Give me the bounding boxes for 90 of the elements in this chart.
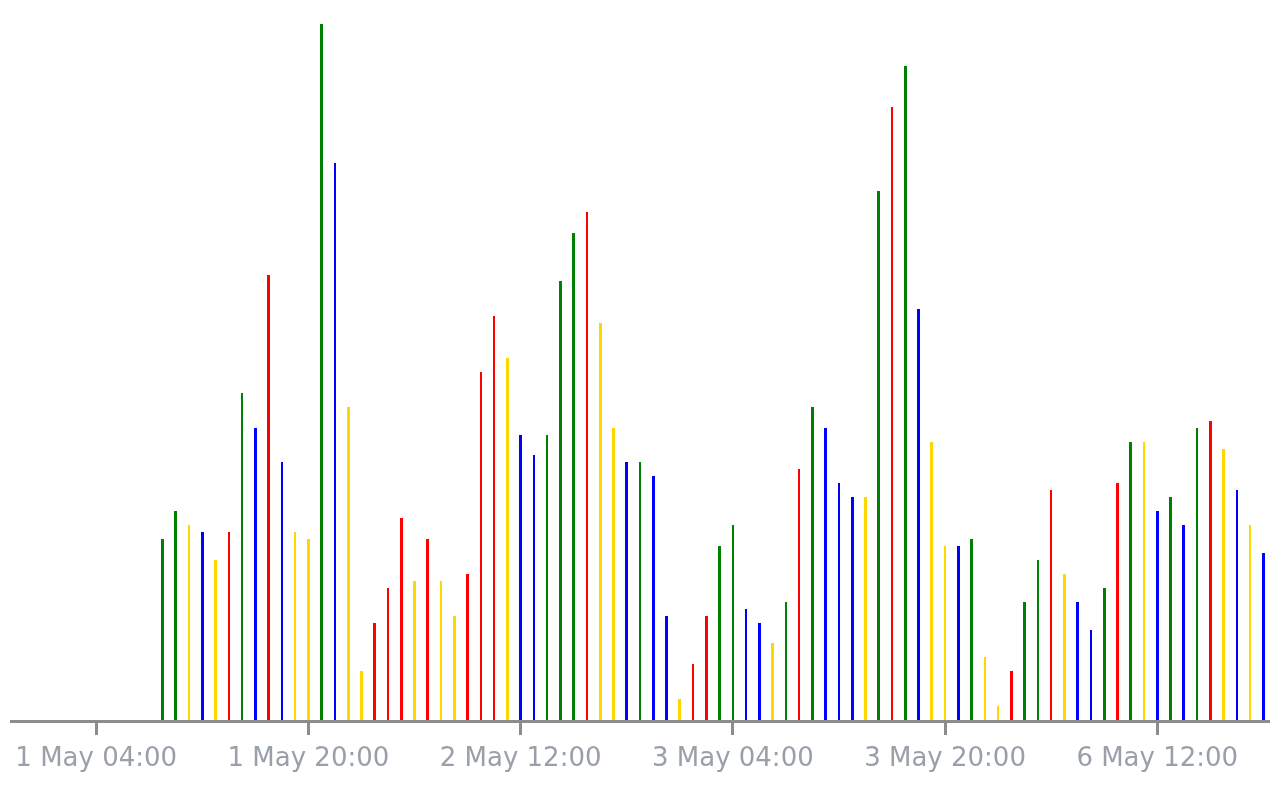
bar: [426, 539, 429, 720]
bar: [1010, 671, 1013, 720]
bar: [1050, 490, 1052, 720]
bar: [413, 581, 416, 720]
bar: [281, 462, 283, 720]
bar: [678, 699, 681, 720]
bar: [944, 546, 946, 720]
bar: [599, 323, 602, 720]
bar: [1169, 497, 1172, 720]
bar: [904, 66, 907, 720]
bar: [970, 539, 973, 720]
bar: [214, 560, 217, 720]
bar: [692, 664, 694, 720]
bar: [625, 462, 628, 720]
bar: [1209, 421, 1212, 720]
bar: [493, 316, 495, 720]
bar: [373, 623, 376, 720]
bar: [519, 435, 522, 720]
bar: [307, 539, 310, 720]
x-tick-label: 3 May 20:00: [864, 742, 1026, 773]
x-tick-label: 6 May 12:00: [1076, 742, 1239, 773]
bar: [917, 309, 920, 720]
bar: [334, 163, 336, 720]
bar: [838, 483, 840, 720]
bar: [320, 24, 323, 720]
bar: [254, 428, 257, 720]
bar: [347, 407, 350, 720]
bar: [771, 643, 774, 720]
bar: [1090, 630, 1092, 720]
bar: [758, 623, 761, 720]
bar: [1249, 525, 1251, 720]
bar: [1143, 442, 1145, 720]
x-tick-label: 2 May 12:00: [439, 742, 602, 773]
bar: [665, 616, 668, 720]
bar: [453, 616, 456, 720]
bar: [930, 442, 933, 720]
bar: [1156, 511, 1159, 720]
bar: [572, 233, 575, 720]
bar: [984, 657, 986, 720]
bar: [864, 497, 867, 720]
x-tick-label: 1 May 20:00: [227, 742, 390, 773]
bar: [811, 407, 814, 720]
bar: [400, 518, 403, 720]
x-tick-label: 1 May 04:00: [15, 742, 178, 773]
bar: [652, 476, 655, 720]
bar: [612, 428, 615, 720]
bar: [1023, 602, 1026, 720]
bar: [1037, 560, 1039, 720]
bar: [466, 574, 469, 720]
bar: [1063, 574, 1066, 720]
bar: [1196, 428, 1198, 720]
bar: [546, 435, 548, 720]
bar: [586, 212, 588, 720]
bar: [387, 588, 389, 720]
bar: [732, 525, 734, 720]
bar: [1182, 525, 1185, 720]
bar: [533, 455, 535, 720]
bar: [506, 358, 509, 720]
bar: [705, 616, 708, 720]
bar: [267, 275, 270, 720]
x-tick-label: 3 May 04:00: [651, 742, 814, 773]
bar: [1236, 490, 1238, 720]
bar: [891, 107, 893, 720]
bar: [824, 428, 827, 720]
bar: [188, 525, 190, 720]
bar: [201, 532, 204, 720]
bar: [174, 511, 177, 720]
bar: [851, 497, 854, 720]
bar: [785, 602, 787, 720]
bar: [1103, 588, 1106, 720]
bar: [877, 191, 880, 720]
bar: [718, 546, 721, 720]
bar: [1116, 483, 1119, 720]
bar: [480, 372, 482, 720]
bar: [745, 609, 747, 720]
bar: [639, 462, 641, 720]
bar: [798, 469, 800, 720]
bar: [559, 281, 562, 720]
bar: [161, 539, 164, 720]
bar: [957, 546, 960, 720]
bar: [228, 532, 230, 720]
bar: [1262, 553, 1265, 720]
bar: [294, 532, 296, 720]
bar: [1129, 442, 1132, 720]
bar: [1222, 449, 1225, 720]
bar: [360, 671, 363, 720]
bar: [440, 581, 442, 720]
bar: [997, 706, 999, 720]
bar: [241, 393, 243, 720]
bar: [1076, 602, 1079, 720]
